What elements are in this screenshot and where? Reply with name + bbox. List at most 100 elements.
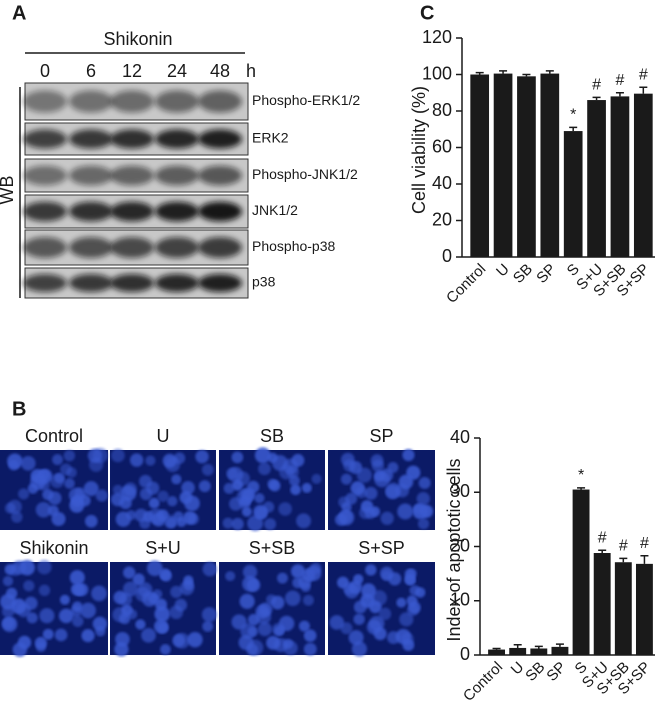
y-tick-label: 20 (450, 535, 470, 555)
nucleus (80, 602, 96, 619)
nucleus (170, 585, 183, 599)
nucleus (60, 463, 72, 476)
band-label: Phospho-ERK1/2 (252, 92, 360, 108)
y-tick-label: 80 (432, 100, 452, 120)
nucleus (231, 451, 244, 464)
nucleus (242, 488, 255, 502)
error-bar (555, 643, 564, 647)
blot-band (110, 201, 154, 222)
nucleus (63, 449, 76, 462)
y-tick-label: 0 (460, 644, 470, 664)
nucleus (338, 509, 355, 526)
nucleus (284, 590, 301, 607)
nucleus (11, 511, 23, 523)
nucleus (291, 564, 306, 579)
y-tick-label: 30 (450, 481, 470, 501)
blot-band (110, 165, 154, 186)
nucleus (162, 453, 177, 468)
nucleus (266, 635, 281, 650)
nucleus (232, 479, 244, 491)
nucleus (202, 620, 214, 632)
nucleus (353, 613, 365, 625)
blot-band (155, 129, 199, 149)
nucleus (229, 497, 243, 511)
nucleus (254, 447, 271, 464)
nucleus (165, 517, 177, 529)
nucleus (132, 573, 145, 586)
nucleus (413, 503, 424, 515)
nucleus (267, 452, 278, 463)
x-tick-label: Control (443, 261, 489, 307)
significance-marker: # (619, 538, 628, 555)
nucleus (255, 609, 272, 625)
band-label: p38 (252, 274, 276, 290)
nucleus (277, 572, 288, 584)
bar (593, 553, 611, 655)
condition-label: S+SP (358, 538, 405, 558)
nucleus (278, 502, 292, 516)
timepoint: 24 (167, 61, 187, 81)
nucleus (351, 641, 368, 657)
blot-band (23, 201, 67, 222)
error-bar (492, 647, 501, 650)
nucleus (242, 564, 258, 580)
error-bar (522, 73, 531, 77)
nucleus (195, 449, 209, 464)
nucleus (16, 603, 31, 618)
nucleus (7, 453, 23, 469)
nucleus (38, 584, 51, 597)
blot-band (69, 201, 113, 222)
nucleus (148, 497, 160, 509)
nucleus (223, 482, 235, 494)
blot-band (69, 129, 113, 149)
nucleus (37, 559, 52, 575)
nucleus (142, 591, 158, 607)
nucleus (171, 474, 182, 485)
panel-label: B (12, 398, 26, 420)
nucleus (338, 496, 350, 508)
error-bar (592, 96, 601, 101)
blot-band (198, 90, 242, 113)
significance-marker: # (615, 72, 624, 89)
y-tick-label: 20 (432, 209, 452, 229)
error-bar (534, 645, 543, 649)
blot-band (198, 274, 242, 292)
nucleus (42, 488, 54, 501)
nucleus (291, 453, 305, 467)
nucleus (115, 511, 131, 527)
nucleus (380, 511, 394, 525)
nucleus (123, 566, 136, 579)
bar (572, 489, 590, 655)
blot-band (69, 274, 113, 292)
blot-band (69, 90, 113, 113)
nucleus (151, 512, 166, 527)
error-bar (639, 86, 648, 94)
y-tick-label: 0 (442, 246, 452, 266)
nucleus (59, 594, 70, 605)
nucleus (310, 562, 322, 574)
nucleus (311, 473, 322, 484)
nucleus (158, 568, 171, 580)
nucleus (398, 474, 414, 490)
nucleus (201, 463, 214, 476)
nucleus (73, 583, 86, 596)
nucleus (35, 501, 52, 518)
nucleus (12, 560, 27, 575)
blot-band (110, 129, 154, 149)
y-tick-label: 40 (450, 427, 470, 447)
blot-band (198, 201, 242, 222)
time-unit: h (246, 61, 256, 81)
nucleus (380, 566, 394, 581)
nucleus (247, 626, 259, 637)
nucleus (257, 622, 272, 637)
nucleus (145, 455, 156, 466)
nucleus (371, 590, 387, 606)
nucleus (396, 597, 407, 608)
nucleus (112, 484, 124, 496)
x-tick-label: U (493, 261, 513, 281)
nucleus (143, 511, 154, 522)
condition-label: S+U (145, 538, 181, 558)
nucleus (111, 448, 125, 463)
nucleus (4, 502, 16, 514)
